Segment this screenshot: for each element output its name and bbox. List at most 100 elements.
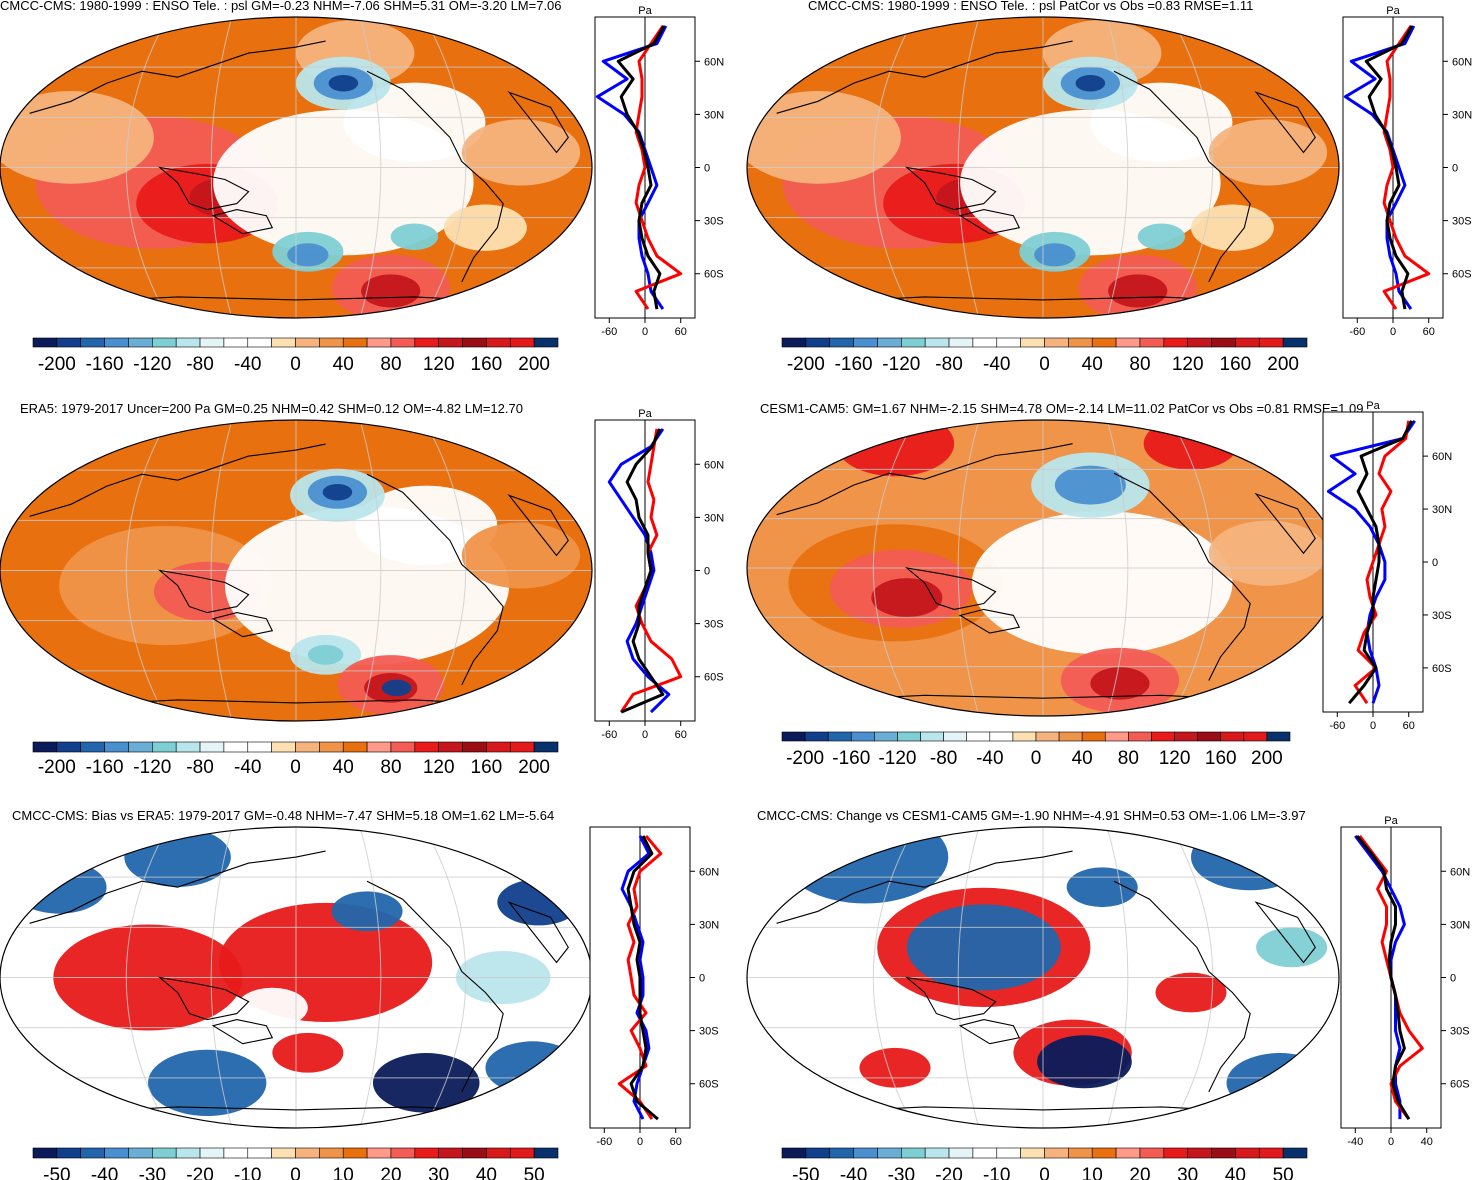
colorbar-swatch <box>1139 337 1165 348</box>
colorbar-tick-label: 200 <box>1251 748 1283 769</box>
profile-series-000000 <box>620 428 665 714</box>
colorbar-swatch <box>781 1147 807 1159</box>
colorbar-swatch <box>850 731 875 742</box>
colorbar-swatch <box>390 337 416 348</box>
colorbar-swatch <box>1266 731 1291 742</box>
profile-y-tick: 60N <box>1452 56 1472 68</box>
colorbar-swatch <box>1058 731 1083 742</box>
colorbar-swatch <box>829 337 854 348</box>
colorbar-swatch <box>901 1147 926 1159</box>
colorbar-swatch <box>462 1147 487 1159</box>
colorbar-swatch <box>1282 337 1308 348</box>
map-field-3 <box>0 420 592 721</box>
colorbar-6: -50 -40 -30 -20 -10 0 10 20 30 40 50 <box>781 1147 1308 1180</box>
profile-x-tick: -40 <box>1347 1136 1363 1148</box>
colorbar-swatch <box>1115 337 1141 348</box>
colorbar-tick-label: -160 <box>86 757 124 778</box>
colorbar-tick-label: 120 <box>1172 354 1204 375</box>
profile-x-tick: 60 <box>1403 720 1415 732</box>
colorbar-swatch <box>295 337 320 348</box>
colorbar-tick-label: 80 <box>1129 354 1150 375</box>
colorbar-swatch <box>223 337 249 348</box>
colorbar-swatch <box>509 741 535 753</box>
profile-y-tick: 60S <box>704 672 724 684</box>
colorbar-swatch <box>414 337 439 348</box>
colorbar-tick-label: 160 <box>1205 748 1237 769</box>
profile-y-tick: 60N <box>1432 451 1452 463</box>
map-outline <box>0 16 593 319</box>
colorbar-tick-label: 20 <box>1129 1165 1150 1180</box>
colorbar-swatch <box>966 731 991 742</box>
colorbar-swatch <box>1258 1147 1284 1159</box>
colorbar-swatch <box>414 741 439 753</box>
colorbar-swatch <box>175 741 201 753</box>
colorbar-swatch <box>781 731 806 742</box>
colorbar-swatch <box>152 741 177 753</box>
colorbar-swatch <box>1163 337 1188 348</box>
colorbar-3: -200 -160 -120 -80 -40 0 40 80 120 160 200 <box>32 741 559 778</box>
colorbar-swatch <box>1091 337 1117 348</box>
colorbar-tick-label: -10 <box>983 1165 1010 1180</box>
colorbar-swatch <box>56 1147 82 1159</box>
colorbar-tick-label: 80 <box>1118 748 1139 769</box>
colorbar-tick-label: 200 <box>518 757 550 778</box>
profile-series-ff0000 <box>1382 25 1431 310</box>
colorbar-swatch <box>1091 1147 1117 1159</box>
profile-x-tick: 60 <box>675 729 687 741</box>
colorbar-swatch <box>199 1147 225 1159</box>
colorbar-tick-label: -20 <box>935 1165 962 1180</box>
colorbar-swatch <box>104 741 129 753</box>
profile-y-tick: 60S <box>1450 1079 1470 1091</box>
profile-series-000000 <box>1355 834 1411 1120</box>
colorbar-swatch <box>104 1147 129 1159</box>
colorbar-swatch <box>829 1147 854 1159</box>
profile-unit: Pa <box>638 408 652 420</box>
colorbar-tick-label: 0 <box>1031 748 1042 769</box>
map-field-5 <box>0 827 592 1128</box>
profile-x-tick: -60 <box>1329 720 1345 732</box>
colorbar-swatch <box>80 741 105 753</box>
colorbar-swatch <box>319 337 344 348</box>
colorbar-tick-label: -200 <box>786 748 824 769</box>
colorbar-tick-label: 40 <box>333 354 354 375</box>
profile-y-tick: 0 <box>1450 973 1456 985</box>
colorbar-swatch <box>104 337 129 348</box>
colorbar-tick-label: -40 <box>234 354 261 375</box>
panel-1: CMCC-CMS: 1980-1999 : ENSO Tele. : psl G… <box>0 0 724 375</box>
profile-y-tick: 0 <box>699 973 705 985</box>
colorbar-swatch <box>948 1147 974 1159</box>
profile-x-tick: -60 <box>601 326 617 338</box>
colorbar-tick-label: -10 <box>234 1165 261 1180</box>
colorbar-swatch <box>486 1147 511 1159</box>
zonal-profile-2: Pa -60 0 60 60N 30N 0 30S 60S <box>1342 5 1472 338</box>
colorbar-swatch <box>247 1147 272 1159</box>
colorbar-tick-label: -200 <box>38 757 76 778</box>
panel-title: CMCC-CMS: 1980-1999 : ENSO Tele. : psl P… <box>808 0 1253 13</box>
colorbar-swatch <box>1235 1147 1260 1159</box>
colorbar-tick-label: -120 <box>133 354 171 375</box>
panel-2: CMCC-CMS: 1980-1999 : ENSO Tele. : psl P… <box>746 0 1472 375</box>
profile-y-tick: 60N <box>704 459 724 471</box>
colorbar-tick-label: 40 <box>333 757 354 778</box>
colorbar-swatch <box>295 1147 320 1159</box>
colorbar-swatch <box>1012 731 1037 742</box>
colorbar-swatch <box>438 337 463 348</box>
panel-6: CMCC-CMS: Change vs CESM1-CAM5 GM=-1.90 … <box>746 808 1470 1180</box>
colorbar-tick-label: 0 <box>1039 1165 1050 1180</box>
colorbar-swatch <box>32 337 58 348</box>
profile-y-tick: 30N <box>1452 109 1472 121</box>
colorbar-swatch <box>972 337 998 348</box>
colorbar-tick-label: -80 <box>186 757 213 778</box>
colorbar-tick-label: 0 <box>290 757 301 778</box>
colorbar-swatch <box>509 337 535 348</box>
profile-x-tick: 0 <box>642 729 648 741</box>
colorbar-tick-label: 0 <box>290 354 301 375</box>
profile-series-ff0000 <box>617 834 663 1120</box>
colorbar-swatch <box>1235 337 1260 348</box>
colorbar-1: -200 -160 -120 -80 -40 0 40 80 120 160 200 <box>32 337 559 375</box>
profile-y-tick: 30N <box>704 109 724 121</box>
colorbar-swatch <box>874 731 898 742</box>
colorbar-tick-label: -40 <box>983 354 1010 375</box>
colorbar-swatch <box>462 337 487 348</box>
